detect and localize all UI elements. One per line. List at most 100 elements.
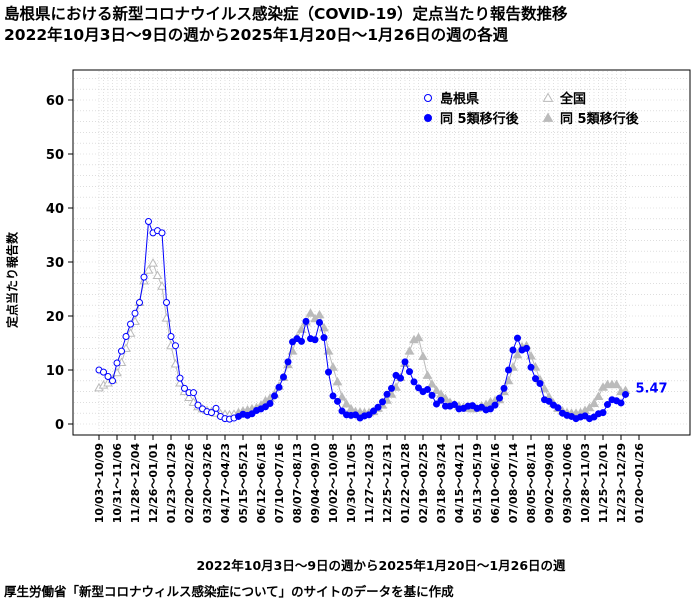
shimane-point (451, 401, 458, 409)
shimane-point (212, 404, 220, 412)
shimane-point (334, 397, 341, 405)
x-axis-label: 2022年10月3日～9日の週から2025年1月20日～1月26日の週 (196, 558, 566, 573)
national-point (337, 391, 347, 401)
shimane-point (167, 333, 175, 341)
shimane-point (284, 358, 292, 366)
x-tick-label: 11/25～12/01 (597, 443, 610, 523)
x-tick-label: 01/22～01/28 (399, 443, 412, 523)
shimane-point (113, 359, 121, 367)
shimane-point (145, 218, 152, 225)
shimane-point (424, 385, 431, 393)
shimane-point (104, 372, 112, 380)
x-tick-label: 10/30～11/05 (345, 443, 358, 523)
shimane-point (329, 392, 337, 400)
national-point (341, 399, 352, 408)
shimane-point (401, 358, 409, 366)
legend-label: 島根県 (440, 91, 479, 107)
shimane-point (406, 368, 413, 376)
shimane-point (316, 318, 323, 326)
x-tick-label: 04/15～04/21 (453, 443, 466, 523)
x-tick-label: 09/30～10/06 (561, 443, 574, 524)
shimane-point (433, 400, 440, 408)
national-point (589, 398, 599, 407)
national-point (152, 270, 163, 279)
x-tick-label: 10/02～10/08 (327, 443, 340, 523)
shimane-point (365, 411, 373, 419)
legend-label: 同 5類移行後 (560, 111, 640, 127)
national-point (413, 332, 424, 342)
shimane-point (100, 368, 107, 376)
shimane-point (622, 390, 629, 398)
x-tick-label: 03/18～03/24 (435, 443, 448, 524)
shimane-point (280, 373, 287, 381)
shimane-point (163, 299, 170, 306)
shimane-point (523, 344, 530, 352)
x-tick-label: 02/20～02/26 (183, 443, 196, 524)
shimane-point (554, 404, 562, 412)
shimane-point (271, 392, 278, 400)
national-point (422, 370, 433, 379)
x-tick-label: 07/10～07/16 (273, 443, 286, 524)
shimane-point (208, 409, 215, 417)
shimane-point (514, 334, 521, 342)
national-point (184, 392, 194, 402)
shimane-point (127, 320, 134, 328)
legend-marker (424, 114, 432, 122)
shimane-point (131, 309, 139, 317)
x-tick-label: 10/28～11/03 (579, 443, 592, 523)
shimane-point (370, 407, 377, 415)
shimane-point (397, 374, 404, 382)
shimane-point (140, 273, 148, 281)
title-line-1: 島根県における新型コロナウイルス感染症（COVID-19）定点当たり報告数推移 (4, 5, 568, 23)
shimane-point (545, 397, 553, 405)
shimane-point (266, 399, 274, 407)
shimane-point (136, 299, 143, 306)
national-point (328, 362, 338, 371)
y-tick-label: 60 (46, 94, 64, 109)
national-point (512, 349, 523, 359)
y-tick-label: 50 (46, 148, 64, 163)
x-tick-label: 03/20～03/26 (201, 443, 214, 524)
national-point (314, 309, 325, 319)
x-tick-label: 06/12～06/18 (255, 443, 268, 523)
shimane-point (122, 333, 130, 341)
national-point (332, 376, 343, 386)
y-tick-label: 0 (55, 418, 64, 433)
x-tick-label: 06/10～06/16 (489, 443, 502, 524)
shimane-point (298, 337, 305, 345)
x-tick-label: 05/15～05/21 (237, 443, 250, 523)
title-line-2: 2022年10月3日～9日の週から2025年1月20日～1月26日の週の各週 (4, 26, 509, 44)
national-point (319, 322, 329, 332)
shimane-point (527, 363, 535, 371)
legend-label: 全国 (559, 91, 586, 107)
shimane-point (536, 380, 544, 387)
legend-label: 同 5類移行後 (440, 111, 520, 127)
national-point (503, 375, 514, 385)
y-tick-label: 30 (46, 256, 64, 271)
legend-marker (542, 112, 554, 122)
x-tick-label: 02/19～02/25 (417, 443, 430, 523)
shimane-point (320, 334, 328, 342)
shimane-point (325, 368, 332, 376)
shimane-point (617, 399, 625, 407)
x-tick-label: 08/07～08/13 (291, 443, 304, 523)
shimane-point (437, 396, 445, 404)
shimane-point (302, 317, 310, 325)
shimane-point (379, 398, 386, 406)
shimane-point (275, 383, 283, 391)
national-point (611, 379, 622, 389)
x-tick-label: 11/27～12/03 (363, 443, 376, 523)
x-tick-label: 09/04～09/10 (309, 443, 322, 524)
plot-frame (72, 69, 691, 436)
shimane-point (487, 405, 494, 413)
national-point (427, 379, 437, 388)
x-tick-label: 01/20～01/26 (633, 443, 646, 524)
shimane-point (509, 346, 517, 354)
x-tick-label: 10/03～10/09 (93, 443, 106, 523)
shimane-point (415, 384, 422, 392)
x-tick-label: 01/23～01/29 (165, 443, 178, 523)
national-point (539, 383, 550, 393)
shimane-point (428, 391, 436, 399)
national-point (143, 265, 154, 274)
